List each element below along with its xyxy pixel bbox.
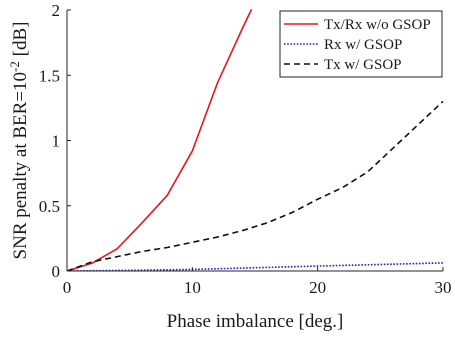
y-tick-label: 2 <box>52 1 61 20</box>
x-tick-label: 10 <box>184 278 201 297</box>
legend-label-1: Tx/Rx w/o GSOP <box>324 17 431 33</box>
x-axis-label: Phase imbalance [deg.] <box>167 311 344 332</box>
y-axis-label: SNR penalty at BER=10-2 [dB] <box>7 22 32 260</box>
x-tick-label: 0 <box>63 278 72 297</box>
y-tick-label: 1.5 <box>39 66 60 85</box>
y-axis-label-prefix: SNR penalty at BER=10 <box>10 72 31 260</box>
series-layer <box>67 9 444 271</box>
x-tick-label: 20 <box>309 278 326 297</box>
y-tick-label: 0 <box>52 262 61 281</box>
legend-label-2: Rx w/ GSOP <box>324 37 402 53</box>
y-tick-label: 0.5 <box>39 197 60 216</box>
y-tick-label: 1 <box>52 132 61 151</box>
y-axis-label-exponent: -2 <box>7 61 22 72</box>
series-line-3 <box>67 100 444 271</box>
ticks-layer: 0 10 20 30 0 0.5 1 1.5 2 <box>39 1 452 297</box>
y-axis-label-suffix: [dB] <box>10 22 31 62</box>
series-line-1 <box>67 9 253 271</box>
legend: Tx/Rx w/o GSOP Rx w/ GSOP Tx w/ GSOP <box>279 10 443 78</box>
legend-label-3: Tx w/ GSOP <box>324 57 402 73</box>
x-tick-label: 30 <box>435 278 452 297</box>
